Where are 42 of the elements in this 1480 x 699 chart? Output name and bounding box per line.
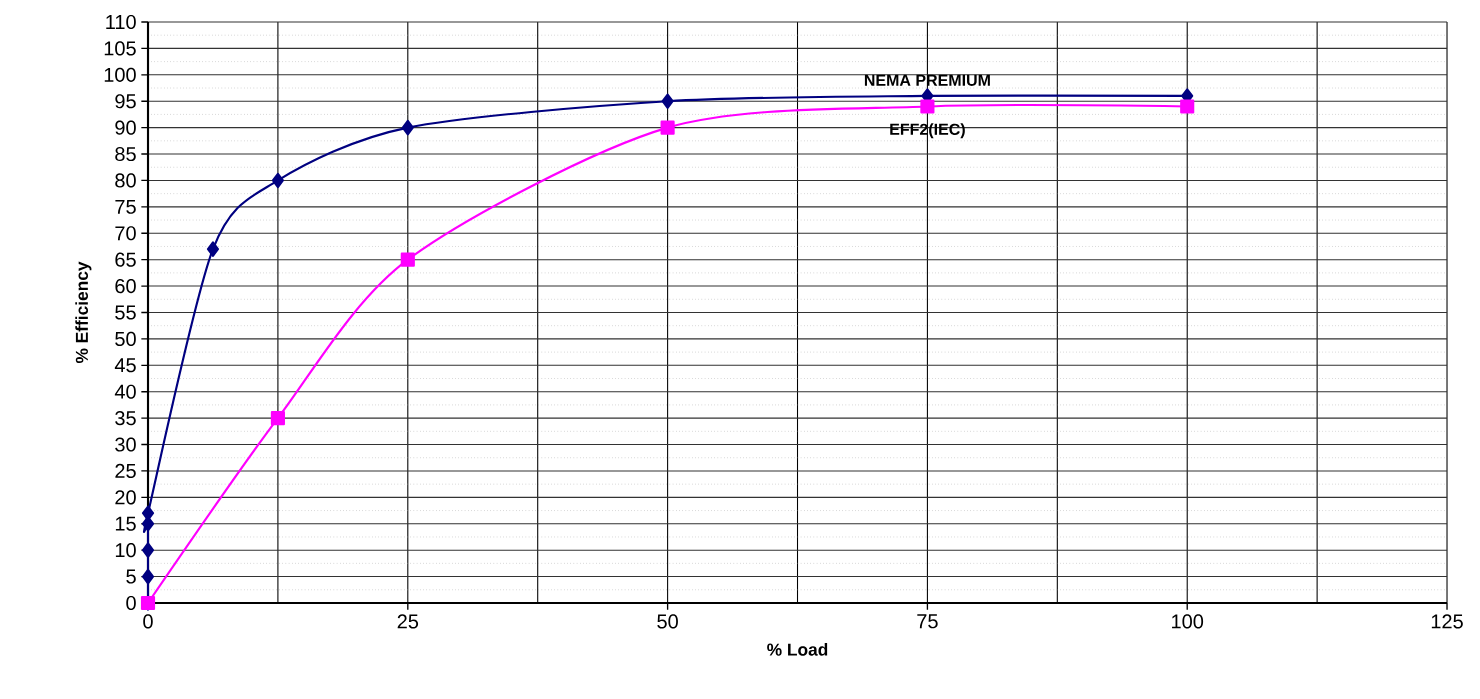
x-tick-label: 50 — [657, 614, 678, 629]
y-tick-label: 0 — [126, 596, 136, 611]
point — [141, 569, 155, 585]
y-tick-label: 95 — [115, 94, 136, 109]
x-tick-label: 100 — [1172, 614, 1204, 629]
y-axis-title: % Efficiency — [75, 261, 92, 364]
point — [206, 241, 220, 258]
y-tick-label: 70 — [115, 226, 136, 241]
y-tick-label: 110 — [106, 15, 136, 30]
y-tick-label: 30 — [115, 437, 136, 452]
point — [661, 93, 674, 110]
point — [660, 120, 675, 135]
y-tick-label: 85 — [115, 147, 136, 162]
point — [270, 411, 285, 426]
x-tick-label: 125 — [1431, 614, 1463, 629]
y-tick-label: 25 — [115, 464, 136, 479]
y-tick-label: 60 — [115, 279, 136, 294]
y-tick-label: 55 — [115, 305, 136, 320]
x-tick-label: 0 — [143, 614, 153, 629]
point — [920, 99, 935, 114]
y-tick-label: 105 — [104, 41, 136, 56]
y-tick-label: 65 — [115, 252, 136, 267]
point — [141, 542, 155, 559]
x-axis-title: % Load — [767, 643, 828, 656]
y-tick-label: 100 — [104, 67, 136, 83]
y-tick-label: 10 — [115, 543, 136, 558]
y-tick-label: 45 — [114, 358, 136, 373]
point — [400, 252, 415, 267]
point — [1180, 99, 1195, 114]
y-tick-label: 5 — [126, 569, 136, 584]
y-tick-label: 20 — [115, 490, 136, 505]
point — [271, 172, 284, 189]
y-tick-label: 75 — [115, 200, 136, 214]
y-tick-label: 50 — [115, 331, 136, 347]
y-tick-label: 40 — [114, 384, 136, 399]
y-tick-label: 35 — [115, 411, 136, 426]
point — [401, 120, 414, 136]
x-tick-label: 25 — [397, 614, 419, 629]
x-tick-label: 75 — [917, 614, 938, 629]
y-tick-label: 80 — [115, 173, 136, 188]
y-tick-label: 15 — [115, 516, 136, 531]
y-tick-label: 90 — [115, 120, 136, 135]
